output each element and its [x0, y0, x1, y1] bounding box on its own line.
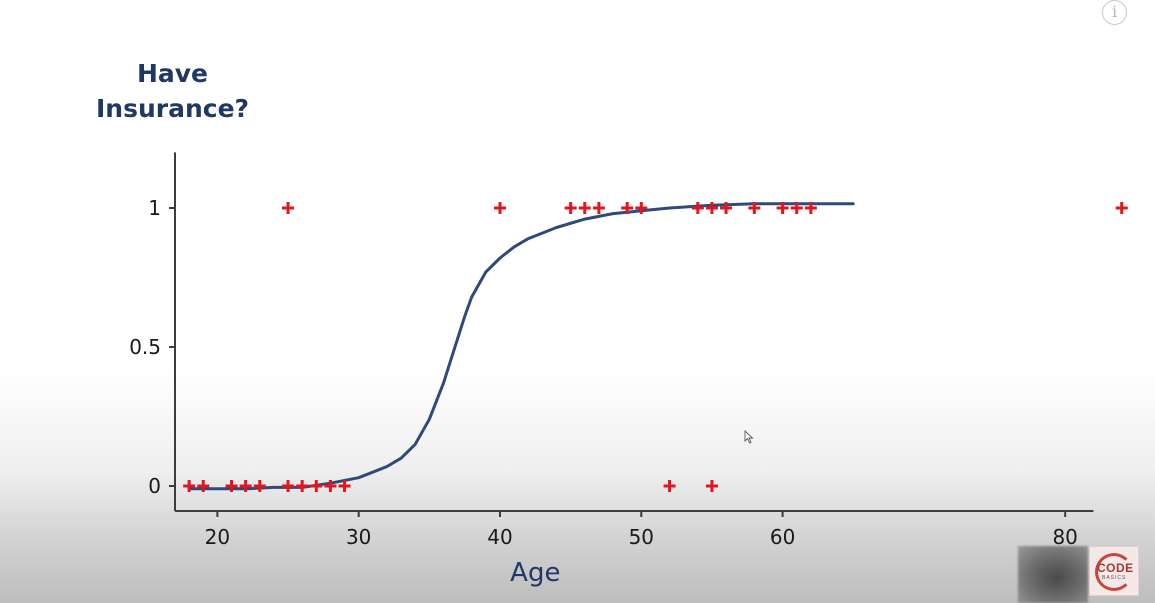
- data-point-marker: [338, 480, 351, 492]
- logo-word: CODE: [1097, 561, 1134, 575]
- data-point-marker: [493, 202, 506, 214]
- logo-subtitle: BASICS: [1102, 575, 1127, 581]
- data-point-marker: [324, 480, 337, 492]
- data-point-marker: [720, 202, 733, 214]
- data-point-marker: [183, 480, 196, 492]
- data-point-marker: [310, 480, 323, 492]
- data-point-marker: [790, 202, 803, 214]
- x-tick-label: 40: [487, 525, 512, 549]
- data-point-marker: [282, 202, 295, 214]
- mouse-cursor-icon: [744, 430, 754, 444]
- data-point-marker: [225, 480, 238, 492]
- data-point-marker: [663, 480, 676, 492]
- data-point-marker: [1115, 202, 1128, 214]
- data-point-marker: [705, 202, 718, 214]
- data-point-marker: [564, 202, 577, 214]
- data-point-marker: [296, 480, 309, 492]
- y-axis-title-line-1: Have: [136, 59, 209, 88]
- logistic-fit-curve: [187, 202, 855, 491]
- data-point-marker: [282, 480, 295, 492]
- data-point-marker: [239, 480, 252, 492]
- data-point-marker: [592, 202, 605, 214]
- x-tick-label: 50: [629, 525, 654, 549]
- x-tick-label: 20: [205, 525, 230, 549]
- y-tick-label: 0.5: [129, 335, 161, 359]
- x-tick-label: 30: [346, 525, 371, 549]
- data-point-marker: [691, 202, 704, 214]
- data-point-marker: [776, 202, 789, 214]
- data-point-marker: [635, 202, 648, 214]
- x-axis-title: Age: [510, 558, 560, 588]
- logo-ring: [1095, 553, 1133, 591]
- presenter-video-thumbnail: [1018, 546, 1088, 603]
- y-axis-title: Have Insurance?: [80, 56, 265, 126]
- x-tick-label: 60: [770, 525, 795, 549]
- data-point-marker: [253, 480, 266, 492]
- y-tick-label: 0: [148, 474, 161, 498]
- data-point-marker: [621, 202, 634, 214]
- info-icon[interactable]: i: [1102, 0, 1127, 25]
- data-point-marker: [804, 202, 817, 214]
- data-point-marker: [705, 480, 718, 492]
- data-point-marker: [748, 202, 761, 214]
- x-tick-label: 80: [1052, 525, 1077, 549]
- data-point-marker: [197, 480, 210, 492]
- y-tick-label: 1: [148, 196, 161, 220]
- data-point-marker: [578, 202, 591, 214]
- codebasics-logo: CODE BASICS: [1089, 546, 1139, 596]
- y-axis-title-line-2: Insurance?: [95, 94, 250, 123]
